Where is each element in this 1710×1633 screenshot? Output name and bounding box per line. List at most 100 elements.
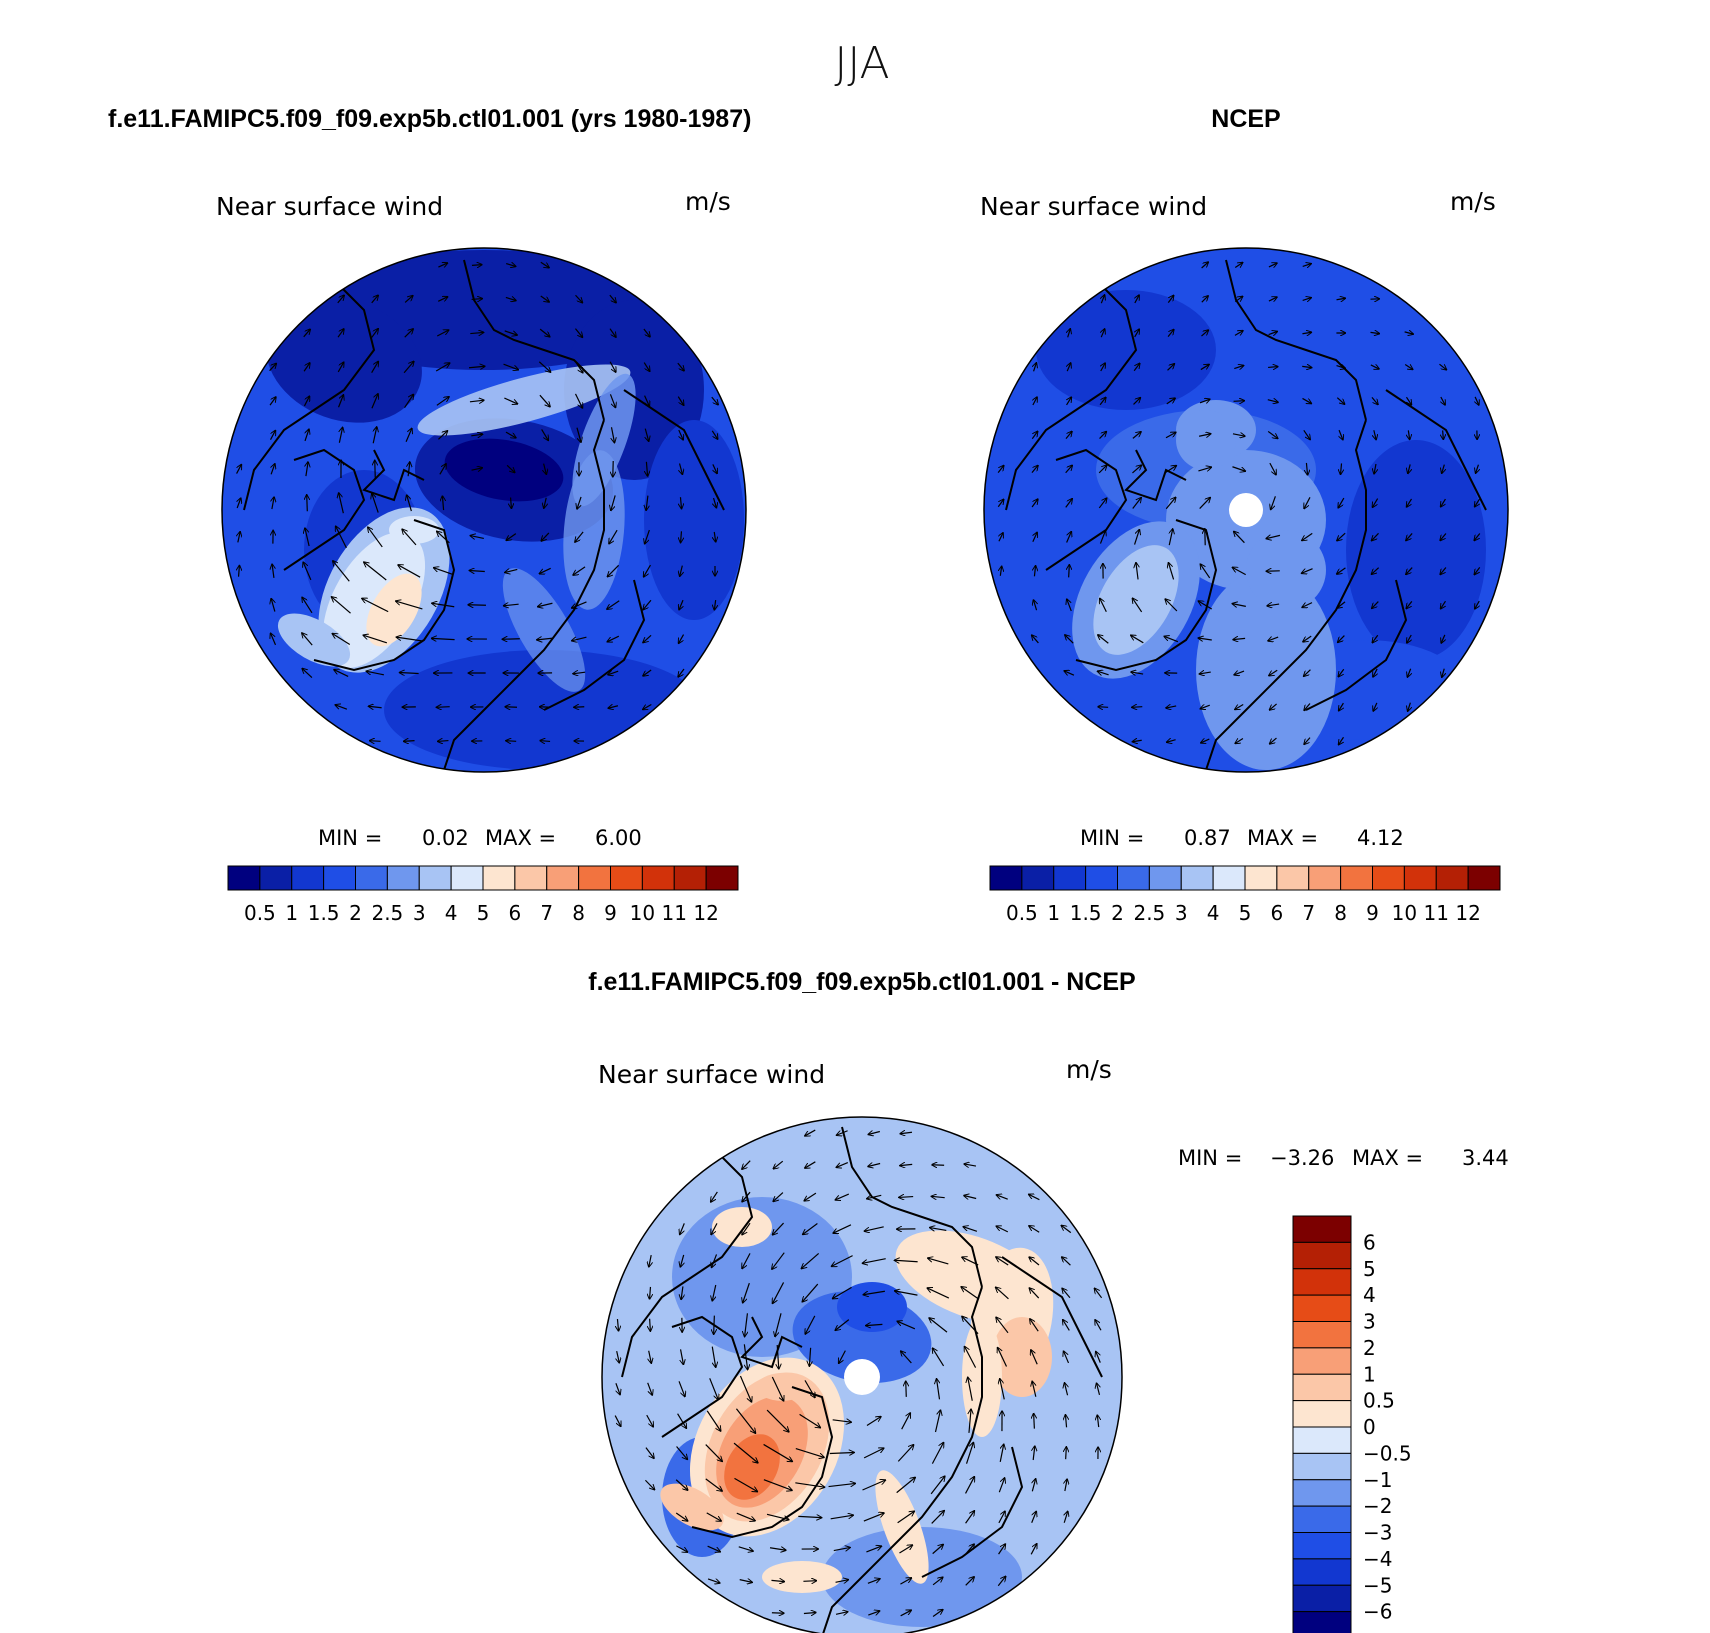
wind-vector <box>468 366 485 368</box>
wind-vector <box>1271 496 1276 509</box>
field-contour <box>875 1470 929 1584</box>
wind-vector <box>408 462 410 477</box>
wind-vector <box>773 1160 784 1169</box>
wind-vector <box>899 1545 912 1554</box>
colorbar-swatch <box>578 865 611 891</box>
colorbar-swatch <box>1021 865 1055 891</box>
wind-vectors <box>997 262 1481 745</box>
wind-vector <box>965 1442 974 1464</box>
wind-vector <box>927 1288 950 1299</box>
wind-vector <box>1302 298 1312 301</box>
wind-vector <box>798 1516 821 1517</box>
colorbar-model: 0.5 1 1.5 2 2.5 3 4 5 6 7 8 9 10 11 12 <box>227 865 739 925</box>
wind-vector <box>1131 635 1144 644</box>
wind-vector <box>611 427 614 443</box>
wind-vector <box>1132 740 1142 741</box>
wind-vector <box>680 1223 685 1234</box>
colorbar-swatch <box>546 865 580 891</box>
wind-vector <box>271 464 275 475</box>
wind-vector <box>1234 365 1243 368</box>
colorbar-swatch <box>418 865 452 891</box>
wind-vector <box>337 329 344 338</box>
wind-vector <box>736 1512 755 1521</box>
wind-vector <box>895 1291 918 1296</box>
wind-vector <box>1338 635 1345 643</box>
wind-vector <box>574 328 582 338</box>
coastline <box>621 1146 754 1378</box>
wind-vector <box>575 294 583 302</box>
wind-vector <box>337 395 344 408</box>
wind-vector <box>997 1576 1005 1587</box>
wind-vector <box>1064 1383 1067 1396</box>
wind-vector <box>1371 396 1378 404</box>
wind-vector <box>1302 397 1311 403</box>
wind-vector <box>615 1383 620 1394</box>
wind-vector <box>1099 397 1106 406</box>
wind-vector <box>643 634 652 642</box>
panel-ncep-subtitle: Near surface wind <box>980 192 1207 221</box>
wind-vector <box>1094 1288 1103 1299</box>
wind-vector <box>1136 563 1138 580</box>
wind-vector <box>1304 497 1311 508</box>
wind-vector <box>1337 567 1346 574</box>
colorbar-tick-label: 0.5 <box>1363 1389 1395 1413</box>
field-contour <box>724 1434 780 1500</box>
coastline <box>921 1446 1024 1578</box>
wind-vector <box>1098 707 1109 708</box>
colorbar-tick-label: −5 <box>1363 1573 1392 1597</box>
panel-difference-max-label: MAX = <box>1352 1146 1423 1170</box>
colorbar-swatch <box>1180 865 1214 891</box>
wind-vector <box>1474 567 1481 574</box>
field-contour <box>1246 530 1326 610</box>
wind-vector <box>1406 567 1413 575</box>
wind-vector <box>1302 332 1311 333</box>
wind-vector <box>931 1442 943 1464</box>
wind-vector <box>739 1580 753 1583</box>
colorbar-tick-label: −6 <box>1363 1600 1392 1624</box>
wind-vector <box>1370 332 1379 333</box>
wind-vector <box>996 1317 1009 1334</box>
wind-vector <box>511 497 512 508</box>
wind-vector <box>775 1313 782 1336</box>
wind-vector <box>804 1192 817 1201</box>
colorbar-swatch <box>227 865 261 891</box>
wind-vector <box>398 565 421 578</box>
colorbar-swatch <box>673 865 707 891</box>
colorbar-swatch <box>1403 865 1437 891</box>
wind-vector <box>897 1321 916 1330</box>
wind-vector <box>644 1479 654 1489</box>
colorbar-swatch <box>450 865 484 891</box>
panel-difference-title: f.e11.FAMIPC5.f09_f09.exp5b.ctl01.001 - … <box>588 968 1135 996</box>
wind-vector <box>471 299 483 300</box>
wind-vector <box>1304 669 1311 677</box>
wind-vector <box>862 1480 886 1491</box>
wind-vector <box>1031 499 1038 508</box>
wind-vector <box>1132 598 1143 613</box>
wind-vector <box>965 1544 974 1555</box>
wind-vector <box>650 1318 651 1331</box>
panel-difference-max-value: 3.44 <box>1462 1146 1509 1170</box>
wind-vector <box>1442 464 1445 474</box>
colorbar-swatch <box>1292 1426 1352 1454</box>
wind-vector <box>608 706 619 708</box>
wind-vector <box>1201 262 1209 269</box>
wind-vector <box>711 396 718 405</box>
wind-vector <box>607 635 620 642</box>
colorbar-tick-label: 10 <box>630 901 655 925</box>
wind-vector <box>368 527 383 548</box>
map-border <box>601 1116 1123 1633</box>
colorbar-swatch <box>1276 865 1310 891</box>
wind-vector <box>713 464 717 473</box>
wind-vector <box>1065 1415 1066 1428</box>
wind-vector <box>805 1129 816 1136</box>
wind-vector <box>1475 600 1479 609</box>
wind-vector <box>714 1315 715 1335</box>
colorbar-tick-label: 2 <box>1363 1336 1376 1360</box>
wind-vector <box>1339 702 1344 711</box>
wind-vector <box>272 564 274 578</box>
coastline <box>661 1315 744 1438</box>
wind-vector <box>1199 672 1211 674</box>
wind-vector <box>372 427 377 444</box>
wind-vector <box>868 1132 880 1135</box>
wind-vector <box>1200 564 1211 579</box>
